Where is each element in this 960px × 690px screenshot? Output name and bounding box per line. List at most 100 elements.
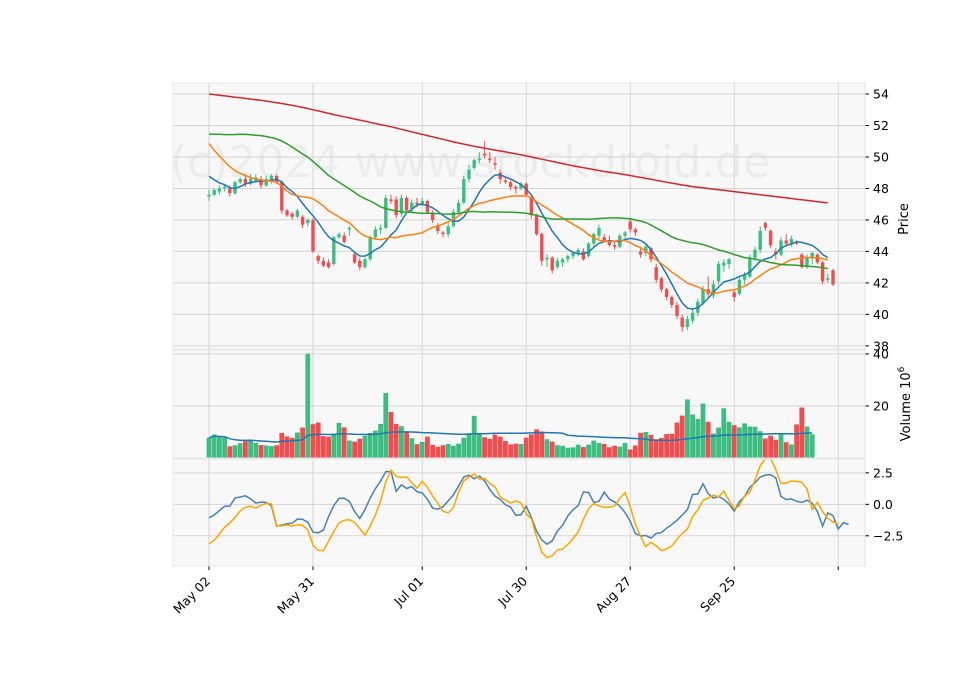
moving-average-line: [208, 93, 828, 204]
candle-body: [659, 278, 664, 290]
candle-body: [675, 304, 679, 316]
candle-body: [467, 169, 471, 180]
volume-bar: [352, 441, 357, 458]
volume-bar: [653, 439, 659, 458]
candle: [592, 232, 596, 247]
volume-bar: [451, 445, 456, 458]
volume-bar: [232, 445, 238, 458]
candle: [477, 152, 482, 164]
candle: [347, 226, 352, 236]
volume-bar: [430, 444, 435, 458]
candle: [612, 241, 617, 250]
candle: [670, 295, 674, 309]
x-tick-label: Sep 25: [697, 574, 738, 615]
indicator-panel-background: [173, 459, 865, 566]
candle: [498, 169, 502, 184]
volume-bar: [778, 434, 784, 458]
volume-bar: [534, 429, 539, 458]
volume-bar: [721, 408, 727, 458]
candle: [472, 158, 476, 170]
candle-body: [337, 234, 341, 238]
candle: [290, 212, 294, 220]
candle-body: [493, 163, 497, 165]
volume-bar: [591, 440, 597, 458]
volume-bar: [367, 433, 373, 458]
candle-body: [342, 235, 346, 242]
candle-body: [389, 199, 393, 202]
candle-body: [644, 246, 648, 253]
volume-bar: [404, 431, 409, 458]
candle: [488, 152, 492, 164]
volume-bar: [617, 446, 623, 458]
volume-bar: [492, 434, 498, 458]
candle-body: [534, 215, 539, 235]
candle-body: [685, 319, 690, 327]
candle: [727, 257, 731, 269]
candle-body: [378, 227, 383, 230]
candle-body: [586, 243, 591, 257]
volume-bar: [258, 444, 264, 458]
volume-bar: [731, 425, 737, 458]
candle-body: [831, 270, 835, 285]
candle-body: [545, 257, 549, 260]
price-tick-label: 54: [873, 87, 889, 102]
volume-bar: [378, 423, 383, 458]
volume-bar: [529, 434, 534, 458]
candle-body: [373, 229, 378, 238]
price-tick-label: 40: [873, 307, 889, 322]
candle: [243, 174, 248, 187]
volume-bar: [347, 440, 352, 458]
candle-body: [306, 219, 310, 224]
volume-bar: [315, 422, 321, 458]
candle-body: [415, 202, 419, 205]
volume-bar: [445, 443, 451, 458]
volume-bar: [711, 433, 716, 458]
volume-bar: [544, 439, 550, 458]
indicator-line: [208, 457, 839, 559]
volume-bar: [555, 445, 560, 458]
volume-bar: [336, 422, 342, 458]
volume-bar: [305, 353, 311, 458]
candle-body: [540, 234, 544, 261]
candle: [378, 224, 383, 235]
volume-bar: [539, 431, 545, 458]
volume-bar: [211, 434, 217, 458]
price-tick-label: 44: [873, 244, 889, 259]
candle: [462, 175, 466, 205]
volume-bar: [425, 436, 430, 458]
candle-body: [690, 312, 695, 321]
candle: [456, 199, 461, 214]
price-tick-label: 46: [873, 212, 889, 227]
candle: [352, 252, 357, 265]
candle-body: [701, 289, 705, 304]
candle: [534, 213, 539, 236]
candle: [763, 221, 768, 231]
volume-bar: [601, 443, 607, 458]
candle: [368, 235, 372, 261]
volume-bar: [763, 438, 768, 458]
volume-bar: [565, 447, 571, 458]
volume-bar: [393, 423, 399, 458]
candle: [545, 254, 549, 268]
candle-body: [602, 237, 606, 241]
candle: [404, 196, 409, 213]
volume-bar: [289, 437, 295, 458]
volume-bar: [622, 442, 628, 458]
candle-body: [498, 172, 502, 180]
candle: [716, 260, 721, 285]
candle-body: [555, 260, 560, 268]
candle-body: [233, 182, 237, 194]
candle-body: [264, 179, 268, 186]
volume-bar: [253, 442, 259, 458]
volume-bar: [809, 434, 815, 458]
volume-bar: [695, 418, 701, 458]
candle: [659, 276, 664, 293]
x-tick-label: May 31: [274, 574, 317, 617]
candle-body: [285, 210, 289, 216]
candle-body: [742, 275, 747, 280]
candle: [259, 175, 263, 189]
volume-bar: [357, 438, 363, 458]
volume-bar: [560, 445, 565, 458]
volume-bar: [248, 439, 253, 458]
candle-body: [826, 278, 830, 280]
